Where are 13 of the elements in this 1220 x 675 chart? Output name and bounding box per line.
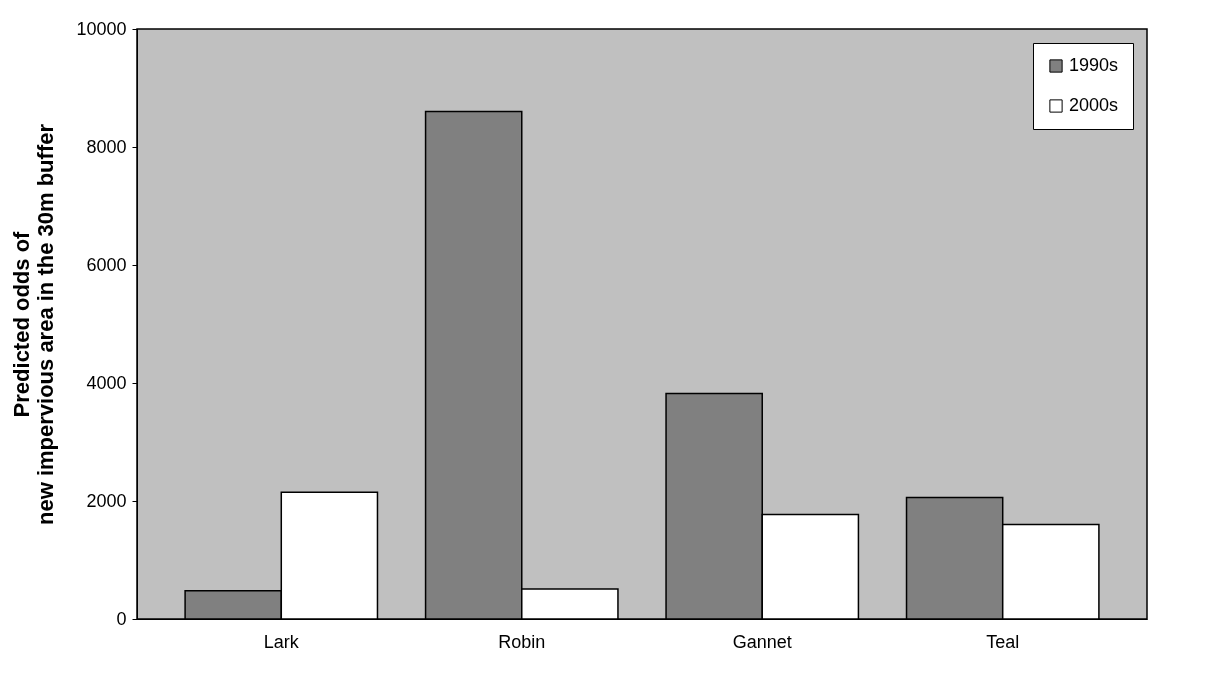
- x-tick-label: Teal: [986, 631, 1020, 652]
- y-axis-title: Predicted odds of new impervious area in the 30m buffer: [9, 123, 59, 526]
- x-tick-label: Lark: [263, 631, 300, 652]
- legend-label: 1990s: [1069, 55, 1119, 75]
- y-tick-label: 8000: [86, 136, 127, 157]
- y-tick-label: 0: [116, 608, 127, 629]
- x-tick-label: Gannet: [732, 631, 792, 652]
- y-tick-label: 6000: [86, 254, 127, 275]
- y-tick-label: 10000: [76, 18, 127, 39]
- legend-label: 2000s: [1069, 95, 1119, 115]
- y-tick-label: 4000: [86, 372, 127, 393]
- x-tick-label: Robin: [498, 631, 546, 652]
- y-tick-label: 2000: [86, 490, 127, 511]
